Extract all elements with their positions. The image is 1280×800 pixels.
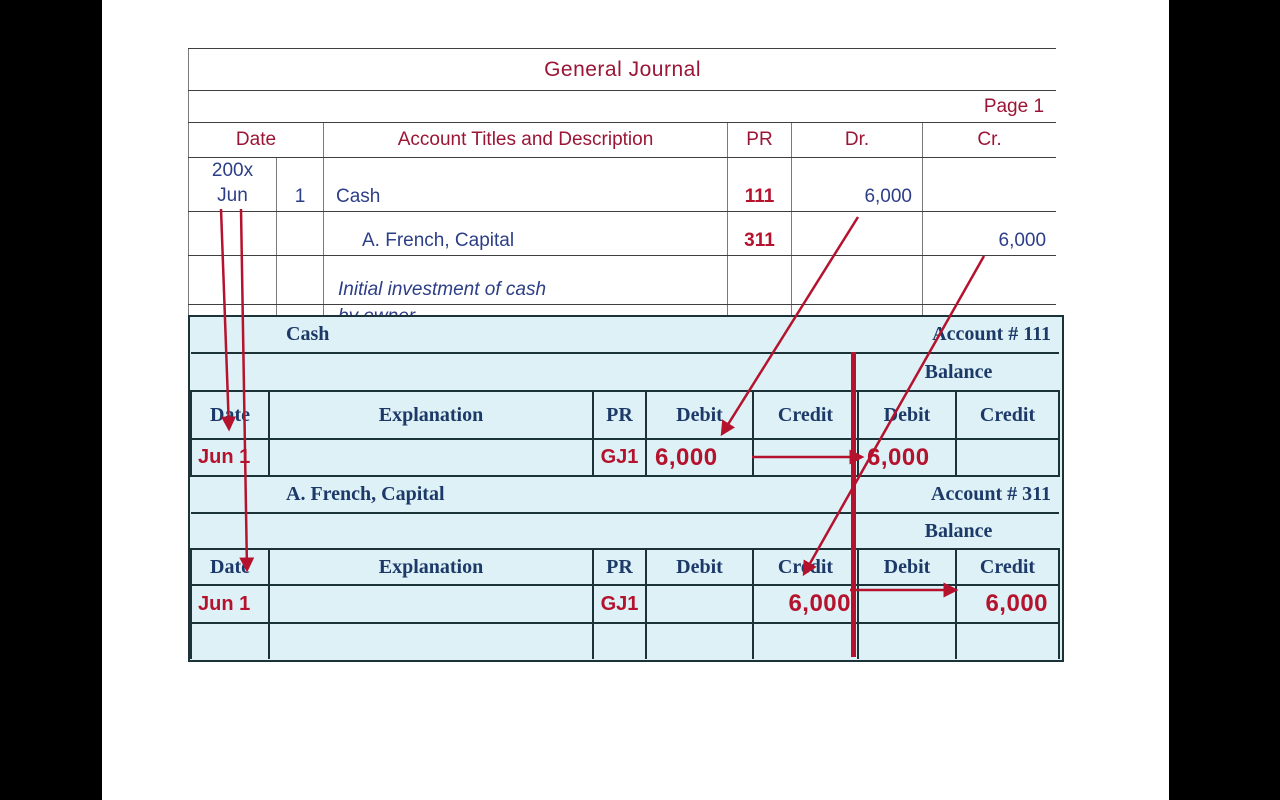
journal-row-cash: 200x Jun 1 Cash 111 6,000 — [188, 157, 1056, 212]
right-black-margin — [1169, 0, 1280, 800]
cash-entry-debit: 6,000 — [645, 438, 754, 477]
capital-ledger-title: A. French, Capital — [286, 483, 445, 505]
capital-entry-credit: 6,000 — [752, 584, 859, 624]
capital-ledger-header-row: Date Explanation PR Debit Credit Debit C… — [190, 548, 1061, 586]
journal-month: Jun — [217, 185, 248, 206]
journal-header-date: Date — [188, 122, 324, 158]
cash-entry-pr: GJ1 — [592, 438, 647, 477]
cash-entry-explanation — [268, 438, 594, 477]
cash-ledger-table: Cash Account # 111 Balance Date Explanat… — [190, 317, 1061, 477]
cash-ledger-title: Cash — [286, 323, 330, 345]
capital-ledger-empty-row — [190, 622, 1061, 659]
journal-dr-amount: 6,000 — [791, 157, 923, 212]
cash-entry-date: Jun 1 — [190, 438, 270, 477]
journal-page-label: Page 1 — [188, 90, 1056, 123]
journal-pr-111: 111 — [727, 157, 792, 212]
cash-balance-debit: 6,000 — [857, 438, 957, 477]
capital-account-number: Account # 311 — [931, 483, 1052, 505]
capital-entry-explanation — [268, 584, 594, 624]
cash-ledger-entry-row: Jun 1 GJ1 6,000 6,000 — [190, 438, 1061, 477]
cash-account-number: Account # 111 — [932, 323, 1052, 345]
journal-note-line2: by owner — [323, 304, 728, 315]
journal-cr-amount: 6,000 — [921, 211, 1056, 256]
journal-day: 1 — [276, 157, 324, 212]
journal-header-dr: Dr. — [791, 122, 923, 158]
journal-account-capital: A. French, Capital — [323, 211, 728, 256]
journal-title: General Journal — [188, 48, 1056, 91]
cash-balance-label: Balance — [858, 352, 1060, 392]
capital-ledger-entry-row: Jun 1 GJ1 6,000 6,000 — [190, 584, 1061, 624]
journal-year: 200x — [211, 160, 254, 181]
journal-row-note2: by owner — [188, 304, 1056, 315]
journal-cr-empty — [921, 157, 1056, 212]
journal-row-capital: A. French, Capital 311 6,000 — [188, 211, 1056, 256]
journal-date-cell: 200x Jun — [188, 157, 277, 212]
general-journal-table: General Journal Page 1 Date Account Titl… — [188, 48, 1056, 315]
journal-pr-311: 311 — [727, 211, 792, 256]
capital-balance-label: Balance — [858, 512, 1060, 550]
journal-header-pr: PR — [727, 122, 792, 158]
journal-header-cr: Cr. — [921, 122, 1056, 158]
capital-entry-pr: GJ1 — [592, 584, 647, 624]
capital-entry-date: Jun 1 — [190, 584, 270, 624]
left-black-margin — [0, 0, 102, 800]
ledger-section: Cash Account # 111 Balance Date Explanat… — [188, 315, 1064, 662]
cash-ledger-header-row: Date Explanation PR Debit Credit Debit C… — [190, 390, 1061, 440]
capital-balance-credit: 6,000 — [954, 584, 1061, 624]
capital-ledger-table: A. French, Capital Account # 311 Balance… — [190, 477, 1061, 659]
journal-row-note1: Initial investment of cash — [188, 255, 1056, 305]
journal-note-line1: Initial investment of cash — [323, 255, 728, 305]
journal-account-cash: Cash — [323, 157, 728, 212]
journal-header-account: Account Titles and Description — [323, 122, 728, 158]
